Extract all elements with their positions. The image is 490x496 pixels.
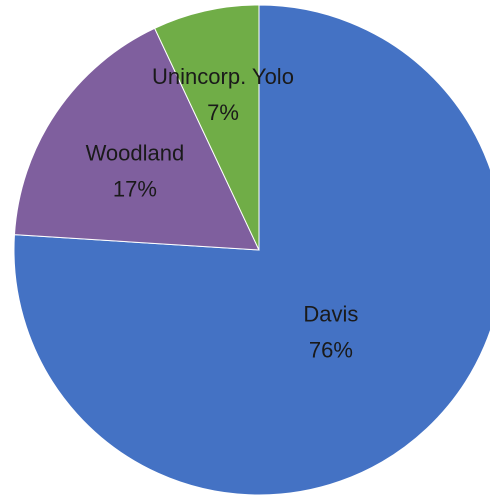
slice-percent-label: 17% (113, 177, 157, 202)
pie-slice-unincorp-yolo (154, 4, 260, 251)
slice-category-label: Davis (303, 302, 358, 327)
slice-category-label: Unincorp. Yolo (152, 64, 294, 89)
slice-percent-label: 76% (309, 338, 353, 363)
slice-category-label: Woodland (86, 141, 185, 166)
slice-data-label: Unincorp. Yolo 7% (152, 64, 294, 125)
pie-slice-woodland (13, 27, 260, 251)
slice-data-label: Woodland 17% (86, 141, 185, 202)
slice-percent-label: 7% (207, 100, 239, 125)
pie-slices (13, 4, 490, 496)
slice-data-label: Davis 76% (303, 302, 358, 363)
slice-labels: Davis 76% Woodland 17% Unincorp. Yolo 7% (86, 64, 359, 363)
